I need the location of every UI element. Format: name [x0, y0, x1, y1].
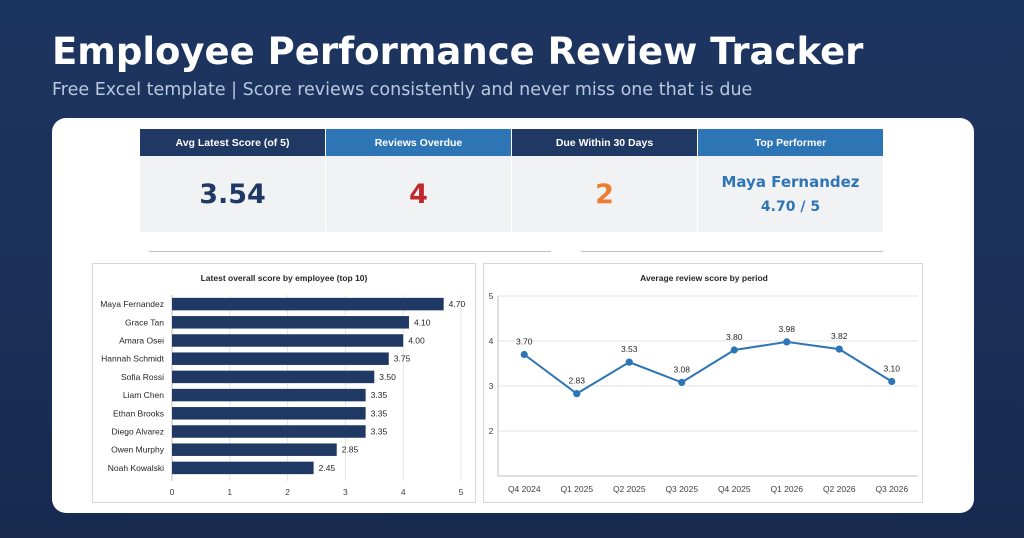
hero-title: Employee Performance Review Tracker [52, 30, 864, 73]
bar-chart-data-label: 3.75 [394, 354, 411, 364]
bar-chart-x-tick: 5 [459, 487, 464, 497]
line-chart-data-label: 3.53 [621, 344, 638, 354]
bar-chart-x-tick: 4 [401, 487, 406, 497]
bar-chart-data-label: 3.35 [371, 390, 388, 400]
line-chart-point [835, 345, 843, 353]
bar-chart-bar [172, 370, 375, 384]
bar-chart-data-label: 2.45 [319, 463, 336, 473]
line-chart-data-label: 3.80 [726, 332, 743, 342]
line-chart-point [783, 338, 791, 346]
bar-chart-category-label: Ethan Brooks [113, 408, 164, 418]
bar-chart-data-label: 4.00 [408, 336, 425, 346]
bar-chart-bar [172, 407, 366, 420]
line-chart-x-tick: Q3 2026 [875, 484, 908, 494]
line-chart-x-tick: Q4 2025 [718, 484, 751, 494]
bar-chart-x-tick: 1 [227, 487, 232, 497]
line-chart-x-tick: Q1 2026 [770, 484, 803, 494]
bar-chart-bar [172, 352, 389, 365]
kpi-top-performer-name: Maya Fernandez [721, 173, 860, 191]
line-chart-y-tick: 4 [489, 336, 494, 346]
line-chart-panel: Average review score by period 2 3 4 5 3.70 Q4… [483, 263, 923, 503]
bar-chart-bar [172, 388, 366, 402]
line-chart-y-tick: 3 [489, 381, 494, 391]
line-chart-x-tick: Q3 2025 [665, 484, 698, 494]
bar-chart: Latest overall score by employee (top 10… [100, 273, 466, 497]
kpi-top-performer-score: 4.70 / 5 [760, 199, 821, 215]
bar-chart-data-label: 3.50 [379, 372, 396, 382]
bar-chart-data-label: 3.35 [371, 427, 388, 437]
bar-chart-bar [172, 297, 444, 311]
bar-chart-category-label: Amara Osei [119, 336, 164, 346]
bar-chart-title: Latest overall score by employee (top 10… [201, 273, 368, 283]
kpi-top-performer: Top Performer Maya Fernandez 4.70 / 5 [698, 129, 883, 232]
bar-chart-x-tick: 3 [343, 487, 348, 497]
line-chart-data-label: 3.82 [831, 331, 848, 341]
line-chart-series-line [523, 340, 893, 395]
line-chart-point [678, 378, 686, 386]
bar-chart-x-tick: 2 [285, 487, 290, 497]
bar-chart-data-label: 2.85 [342, 445, 359, 455]
line-chart-point [520, 350, 528, 359]
line-chart-data-label: 3.70 [516, 337, 533, 347]
bar-chart-bar [172, 443, 337, 456]
line-chart-data-label: 3.98 [778, 324, 795, 334]
bar-chart-bar [172, 425, 366, 438]
line-chart-x-tick: Q2 2025 [613, 484, 646, 494]
line-chart-data-label: 3.08 [673, 364, 690, 374]
kpi-due-30-days-value: 2 [595, 178, 614, 210]
kpi-reviews-overdue-value: 4 [409, 178, 428, 210]
kpi-top-performer-label: Top Performer [698, 129, 883, 156]
bar-chart-panel: Latest overall score by employee (top 10… [92, 263, 476, 503]
kpi-due-30-days: Due Within 30 Days 2 [512, 129, 697, 232]
line-chart: Average review score by period 2 3 4 5 3.70 Q4… [489, 273, 918, 494]
line-chart-point [573, 390, 581, 398]
kpi-due-30-days-label: Due Within 30 Days [512, 129, 697, 156]
kpi-avg-score-value: 3.54 [199, 178, 266, 210]
bar-chart-data-label: 4.10 [414, 317, 431, 327]
divider-right [581, 251, 883, 252]
bar-chart-category-label: Maya Fernandez [100, 299, 164, 309]
bar-chart-category-label: Sofia Rossi [121, 372, 164, 382]
bar-chart-bar [172, 334, 404, 347]
kpi-avg-score-label: Avg Latest Score (of 5) [140, 129, 325, 156]
bar-chart-bar [172, 316, 409, 329]
bar-chart-category-label: Hannah Schmidt [101, 354, 164, 364]
bar-chart-x-tick: 0 [170, 487, 175, 497]
line-chart-point [888, 377, 896, 386]
line-chart-point [730, 346, 738, 354]
line-chart-title: Average review score by period [640, 273, 768, 283]
bar-chart-category-label: Owen Murphy [111, 445, 165, 455]
line-chart-point [625, 358, 633, 366]
bar-chart-category-label: Diego Alvarez [112, 427, 164, 437]
line-chart-y-tick: 2 [489, 426, 494, 436]
divider-left [149, 251, 551, 252]
kpi-reviews-overdue: Reviews Overdue 4 [326, 129, 511, 232]
line-chart-data-label: 3.10 [883, 364, 900, 374]
line-chart-x-tick: Q1 2025 [560, 484, 593, 494]
line-chart-x-tick: Q4 2024 [508, 484, 541, 494]
bar-chart-data-label: 4.70 [449, 299, 466, 309]
dashboard-card: Avg Latest Score (of 5) 3.54 Reviews Ove… [52, 118, 974, 513]
line-chart-y-tick: 5 [489, 291, 494, 301]
kpi-reviews-overdue-label: Reviews Overdue [326, 129, 511, 156]
line-chart-x-tick: Q2 2026 [823, 484, 856, 494]
kpi-avg-score: Avg Latest Score (of 5) 3.54 [140, 129, 325, 232]
bar-chart-data-label: 3.35 [371, 408, 388, 418]
line-chart-data-label: 2.83 [568, 376, 585, 386]
bar-chart-category-label: Liam Chen [123, 390, 164, 400]
bar-chart-category-label: Noah Kowalski [108, 463, 164, 473]
bar-chart-category-label: Grace Tan [125, 317, 164, 327]
hero-subtitle: Free Excel template | Score reviews cons… [52, 80, 753, 100]
bar-chart-bar [172, 461, 314, 475]
